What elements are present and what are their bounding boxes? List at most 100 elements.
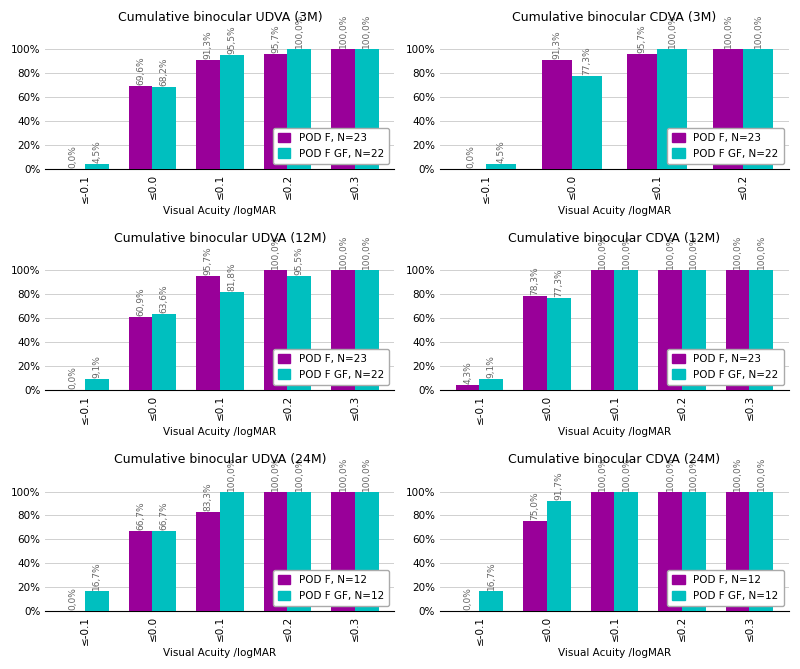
Text: 0,0%: 0,0% — [463, 587, 472, 610]
Bar — [129, 86, 153, 169]
Text: 100,0%: 100,0% — [294, 456, 304, 490]
Bar — [264, 492, 287, 611]
Text: 100,0%: 100,0% — [598, 235, 607, 270]
Text: 100,0%: 100,0% — [723, 14, 733, 48]
Text: 0,0%: 0,0% — [69, 145, 78, 168]
Bar — [196, 512, 220, 611]
Text: 100,0%: 100,0% — [362, 456, 371, 490]
Bar — [220, 292, 243, 390]
Bar — [129, 317, 153, 390]
Text: 100,0%: 100,0% — [338, 235, 348, 270]
Text: 0,0%: 0,0% — [69, 587, 78, 610]
Text: 100,0%: 100,0% — [294, 14, 304, 48]
Text: 95,7%: 95,7% — [271, 25, 280, 54]
Text: 100,0%: 100,0% — [362, 14, 371, 48]
Bar — [479, 591, 503, 611]
X-axis label: Visual Acuity /logMAR: Visual Acuity /logMAR — [163, 427, 277, 437]
Text: 0,0%: 0,0% — [466, 145, 475, 168]
Text: 95,7%: 95,7% — [638, 25, 646, 54]
Bar — [750, 492, 773, 611]
Text: 4,5%: 4,5% — [496, 140, 506, 163]
Text: 100,0%: 100,0% — [271, 456, 280, 490]
Text: 77,3%: 77,3% — [554, 268, 563, 296]
Bar — [331, 270, 355, 390]
Text: 100,0%: 100,0% — [362, 235, 371, 270]
Bar — [287, 492, 311, 611]
Text: 75,0%: 75,0% — [530, 492, 539, 520]
Text: 95,7%: 95,7% — [204, 246, 213, 274]
Bar — [196, 60, 220, 169]
Text: 100,0%: 100,0% — [666, 456, 674, 490]
Text: 0,0%: 0,0% — [69, 366, 78, 389]
Legend: POD F, N=23, POD F GF, N=22: POD F, N=23, POD F GF, N=22 — [273, 349, 390, 385]
Text: 100,0%: 100,0% — [690, 235, 698, 270]
Bar — [726, 270, 750, 390]
Bar — [547, 502, 570, 611]
Text: 91,3%: 91,3% — [552, 30, 561, 59]
Text: 100,0%: 100,0% — [338, 456, 348, 490]
Text: 100,0%: 100,0% — [271, 235, 280, 270]
Bar — [658, 50, 687, 169]
Bar — [542, 60, 571, 169]
X-axis label: Visual Acuity /logMAR: Visual Acuity /logMAR — [558, 427, 671, 437]
Bar — [750, 270, 773, 390]
Text: 100,0%: 100,0% — [666, 235, 674, 270]
Bar — [614, 270, 638, 390]
Legend: POD F, N=23, POD F GF, N=22: POD F, N=23, POD F GF, N=22 — [667, 349, 784, 385]
Bar — [287, 50, 311, 169]
Bar — [627, 54, 658, 169]
Bar — [547, 298, 570, 390]
Text: 9,1%: 9,1% — [486, 355, 496, 378]
Bar — [456, 385, 479, 390]
Text: 81,8%: 81,8% — [227, 262, 236, 291]
Title: Cumulative binocular CDVA (3M): Cumulative binocular CDVA (3M) — [512, 11, 717, 24]
Bar — [658, 492, 682, 611]
Text: 100,0%: 100,0% — [227, 456, 236, 490]
Bar — [264, 54, 287, 169]
Text: 16,7%: 16,7% — [92, 562, 102, 590]
Text: 100,0%: 100,0% — [733, 235, 742, 270]
Text: 100,0%: 100,0% — [338, 14, 348, 48]
Text: 16,7%: 16,7% — [486, 562, 496, 590]
Text: 100,0%: 100,0% — [668, 14, 677, 48]
Title: Cumulative binocular UDVA (3M): Cumulative binocular UDVA (3M) — [118, 11, 322, 24]
Bar — [571, 76, 602, 169]
Text: 66,7%: 66,7% — [160, 502, 169, 531]
Text: 95,5%: 95,5% — [227, 25, 236, 54]
Legend: POD F, N=23, POD F GF, N=22: POD F, N=23, POD F GF, N=22 — [667, 128, 784, 164]
Text: 4,3%: 4,3% — [463, 361, 472, 384]
Text: 60,9%: 60,9% — [136, 288, 145, 316]
Bar — [85, 591, 109, 611]
Bar — [590, 270, 614, 390]
Text: 77,3%: 77,3% — [582, 47, 591, 76]
Text: 100,0%: 100,0% — [757, 456, 766, 490]
Title: Cumulative binocular CDVA (12M): Cumulative binocular CDVA (12M) — [508, 232, 721, 246]
Bar — [682, 270, 706, 390]
Title: Cumulative binocular CDVA (24M): Cumulative binocular CDVA (24M) — [508, 454, 721, 466]
Bar — [264, 270, 287, 390]
Bar — [220, 55, 243, 169]
Bar — [523, 296, 547, 390]
X-axis label: Visual Acuity /logMAR: Visual Acuity /logMAR — [558, 648, 671, 658]
Title: Cumulative binocular UDVA (12M): Cumulative binocular UDVA (12M) — [114, 232, 326, 246]
Text: 100,0%: 100,0% — [622, 456, 630, 490]
Text: 9,1%: 9,1% — [92, 355, 102, 378]
Text: 78,3%: 78,3% — [530, 267, 539, 296]
X-axis label: Visual Acuity /logMAR: Visual Acuity /logMAR — [163, 205, 277, 215]
Bar — [479, 379, 503, 390]
Text: 4,5%: 4,5% — [92, 140, 102, 163]
Text: 91,3%: 91,3% — [204, 30, 213, 59]
Legend: POD F, N=23, POD F GF, N=22: POD F, N=23, POD F GF, N=22 — [273, 128, 390, 164]
Text: 100,0%: 100,0% — [754, 14, 762, 48]
Text: 63,6%: 63,6% — [160, 284, 169, 313]
Bar — [153, 87, 176, 169]
Bar — [355, 492, 378, 611]
Bar — [85, 163, 109, 169]
X-axis label: Visual Acuity /logMAR: Visual Acuity /logMAR — [163, 648, 277, 658]
Bar — [486, 163, 516, 169]
Title: Cumulative binocular UDVA (24M): Cumulative binocular UDVA (24M) — [114, 454, 326, 466]
Bar — [658, 270, 682, 390]
Bar — [523, 521, 547, 611]
Bar — [153, 531, 176, 611]
Bar — [287, 276, 311, 390]
